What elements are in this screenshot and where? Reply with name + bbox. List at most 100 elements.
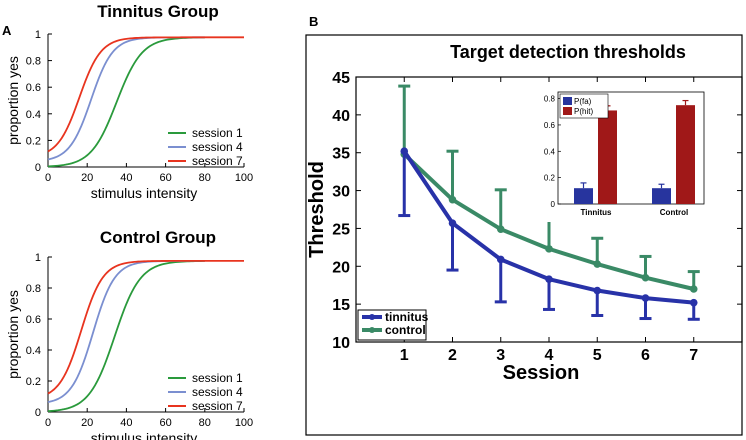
y-tick-label: 20 [332,259,350,276]
curve-session-7 [47,36,244,153]
data-point-tinnitus [448,219,457,227]
x-axis-label: stimulus intensity [91,430,198,440]
x-tick-label: 100 [235,417,253,429]
y-tick-label: 0 [551,200,556,209]
x-tick-label: 2 [448,347,457,364]
y-axis-label: proportion yes [5,56,21,145]
x-tick-label: 1 [400,347,409,364]
x-tick-label: 20 [81,172,93,184]
curve-session-1 [47,36,205,168]
x-tick-label: 0 [45,172,51,184]
data-point-control [545,245,553,253]
chart-title: Control Group [100,228,216,247]
bar-Pfa [652,188,671,204]
y-tick-label: 0.2 [26,135,41,147]
legend-swatch [563,97,572,105]
x-tick-label: 6 [641,347,650,364]
x-axis-label: Session [503,362,580,384]
x-tick-label: 60 [159,172,171,184]
y-tick-label: 1 [35,29,41,41]
tinnitus-group-panel: Tinnitus Group 0 0.2 0.4 0.6 0.8 1 0 20 40 60 80 100… [5,2,253,201]
curve-session-4 [47,36,205,161]
bar-Phit [676,105,695,204]
legend-swatch [563,107,572,115]
y-tick-label: 0.2 [26,376,41,388]
data-point-tinnitus [400,147,409,155]
curve-session-4 [47,259,205,403]
data-point-control [448,195,457,204]
panel-label-a: A [2,23,12,38]
y-tick-label: 0.8 [26,283,41,295]
data-point-tinnitus [689,298,698,307]
data-point-tinnitus [545,275,553,283]
x-tick-label: 5 [593,347,602,364]
y-tick-label: 40 [332,108,350,125]
y-axis-label: Threshold [306,161,328,258]
y-tick-label: 0.6 [26,314,41,326]
y-tick-label: 30 [332,184,350,201]
bar-Phit [598,110,617,204]
y-tick-label: 0.4 [544,147,556,156]
legend-label: session 1 [192,126,243,140]
legend-label: control [385,323,426,337]
category-label: Control [660,208,688,217]
x-tick-label: 3 [496,347,505,364]
legend-label: session 7 [192,154,243,168]
bar-Pfa [574,188,593,204]
y-tick-label: 1 [35,252,41,264]
chart-title: Target detection thresholds [450,42,686,62]
inset-bar-chart: 0 0.2 0.4 0.6 0.8 Tinnitus Control P(fa)P(hit) [536,86,712,222]
inset-legend: P(fa)P(hit) [559,93,609,119]
data-point-tinnitus [593,286,602,295]
y-tick-label: 15 [332,297,350,314]
legend-label: session 7 [192,399,243,413]
category-label: Tinnitus [581,208,613,217]
y-tick-label: 10 [332,335,350,352]
x-tick-label: 20 [81,417,93,429]
chart-title: Tinnitus Group [97,2,219,21]
x-tick-label: 40 [120,172,132,184]
x-tick-label: 7 [689,347,698,364]
threshold-panel: Target detection thresholds1015202530354… [305,34,743,436]
y-tick-label: 0.8 [544,95,556,104]
y-tick-label: 0.2 [544,174,556,183]
data-point-tinnitus [496,255,505,264]
data-point-control [496,225,505,233]
legend-marker [369,327,375,333]
x-axis-label: stimulus intensity [91,185,198,201]
legend-label: session 4 [192,385,243,399]
y-tick-label: 0.4 [26,345,41,357]
curve-session-7 [47,259,244,395]
data-point-control [641,273,650,282]
x-tick-label: 0 [45,417,51,429]
legend-label: session 4 [192,140,243,154]
y-tick-label: 45 [332,70,350,87]
y-tick-label: 0 [35,407,41,419]
control-group-panel: Control Group 0 0.2 0.4 0.6 0.8 1 0 20 40 60 80 100 s… [5,228,253,440]
legend-label: session 1 [192,371,243,385]
legend-label: tinnitus [385,310,429,324]
y-tick-label: 0.4 [26,109,41,121]
x-tick-label: 60 [159,417,171,429]
data-point-control [593,260,602,268]
legend-label: P(hit) [574,107,593,116]
x-tick-label: 100 [235,172,253,184]
data-point-control [689,285,698,293]
y-axis-label: proportion yes [5,290,21,379]
curve-session-1 [47,260,205,413]
y-tick-label: 25 [332,221,350,238]
panel-label-b: B [309,14,318,29]
x-tick-label: 80 [199,417,211,429]
y-tick-label: 35 [332,146,350,163]
x-tick-label: 40 [120,417,132,429]
legend-label: P(fa) [574,97,592,106]
data-point-tinnitus [641,294,650,302]
y-tick-label: 0.6 [544,121,556,130]
x-tick-label: 80 [199,172,211,184]
y-tick-label: 0.6 [26,82,41,94]
y-tick-label: 0.8 [26,56,41,68]
x-tick-label: 4 [545,347,554,364]
legend-marker [369,314,375,320]
